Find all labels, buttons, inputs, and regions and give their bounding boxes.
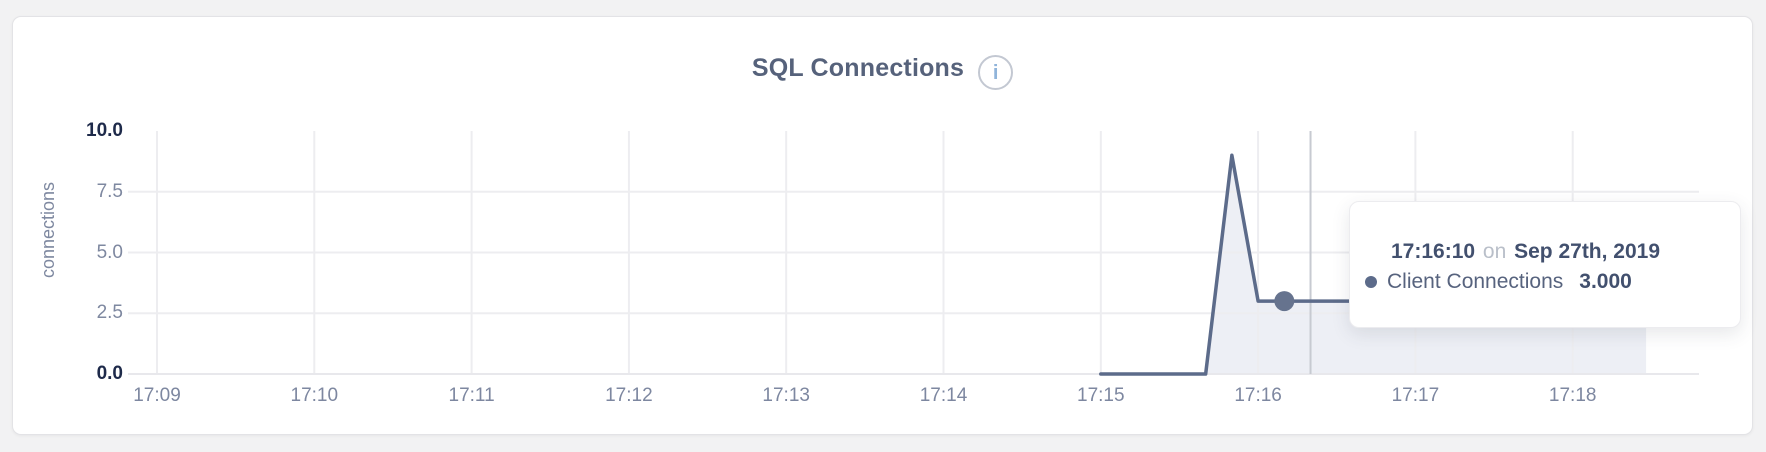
info-icon-glyph: i: [992, 61, 999, 84]
hover-marker[interactable]: [1274, 291, 1295, 312]
x-tick-label: 17:13: [762, 385, 810, 406]
x-tick-label: 17:14: [919, 385, 968, 406]
x-tick-label: 17:18: [1548, 385, 1597, 406]
tooltip-date: Sep 27th, 2019: [1514, 239, 1661, 263]
tooltip-value: 3.000: [1579, 269, 1632, 293]
x-tick-label: 17:11: [448, 385, 495, 406]
tooltip-timestamp: 17:16:10 on Sep 27th, 2019: [1391, 240, 1724, 264]
tooltip-series-label: Client Connections: [1387, 269, 1564, 293]
chart-header: SQL Connections i: [13, 47, 1752, 90]
y-tick-label: 2.5: [96, 302, 123, 324]
x-tick-label: 17:16: [1234, 385, 1282, 406]
info-icon[interactable]: i: [978, 55, 1014, 90]
y-tick-label: 5.0: [96, 241, 123, 263]
chart-title: SQL Connections: [751, 54, 965, 82]
y-tick-label: 7.5: [96, 180, 123, 202]
x-tick-label: 17:09: [133, 385, 181, 406]
series-bullet-icon: [1365, 275, 1377, 288]
chart-tooltip: 17:16:10 on Sep 27th, 2019 Client Connec…: [1349, 201, 1741, 328]
y-tick-label: 10.0: [86, 120, 123, 141]
x-tick-label: 17:10: [290, 385, 339, 406]
x-tick-label: 17:17: [1391, 385, 1440, 406]
x-tick-label: 17:12: [605, 385, 653, 406]
tooltip-conjunction: on: [1482, 239, 1507, 263]
tooltip-series-row: Client Connections 3.000: [1365, 270, 1724, 294]
tooltip-time: 17:16:10: [1391, 239, 1476, 263]
chart-card: SQL Connections i connections 10.0 7.5 5.0…: [12, 16, 1753, 435]
x-tick-label: 17:15: [1077, 385, 1125, 406]
series-line: [1099, 153, 1648, 376]
y-tick-label: 0.0: [96, 363, 123, 384]
